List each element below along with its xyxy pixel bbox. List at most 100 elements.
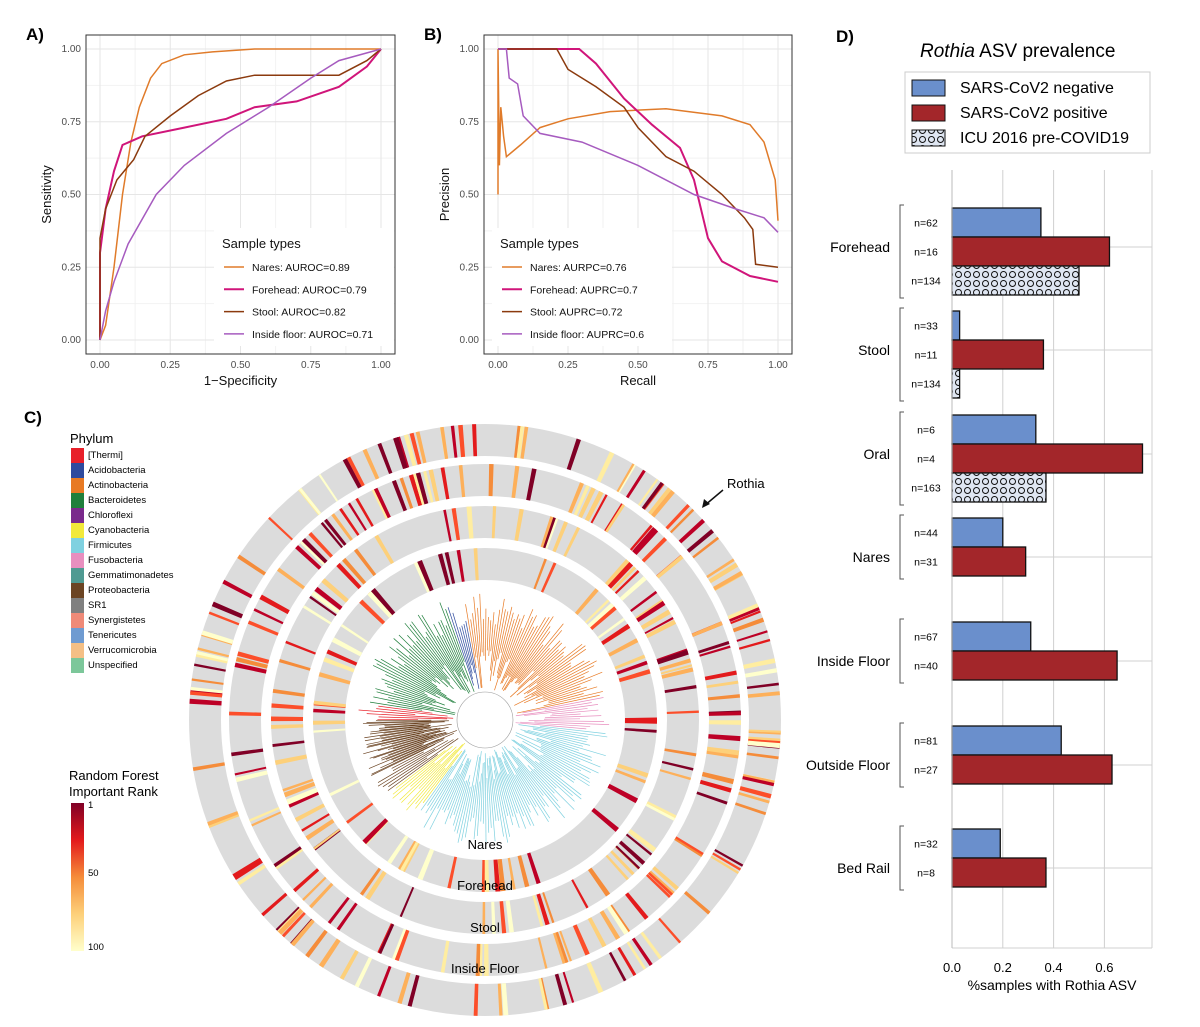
legend-label: Forehead: AUPRC=0.7	[530, 284, 638, 296]
heatmap-stripe	[746, 682, 779, 690]
tree-branch	[482, 762, 485, 824]
x-tick-label: 0.00	[488, 360, 508, 371]
phylum-label: Chloroflexi	[88, 510, 133, 521]
heatmap-stripe	[710, 855, 740, 875]
heatmap-stripe	[587, 602, 615, 628]
phylum-swatch	[71, 493, 84, 508]
heatmap-stripe	[323, 657, 355, 673]
legend-label: Inside floor: AUROC=0.71	[252, 329, 373, 341]
heatmap-stripe	[346, 802, 374, 824]
panel-b-pr-chart: B) 0.00 0.25 0.50 0.75 1.00 0.00 0.25 0.50 0.75 1.…	[424, 25, 793, 388]
tree-branch	[543, 754, 591, 783]
tree-branch	[381, 730, 457, 759]
heatmap-stripe	[706, 558, 735, 579]
heatmap-stripe	[545, 518, 559, 549]
heatmap-stripe	[636, 600, 666, 623]
tree-branch	[524, 676, 585, 704]
tree-branch	[496, 618, 515, 678]
heatmap-stripe	[555, 931, 569, 963]
heatmap-stripe	[313, 720, 346, 725]
heatmap-stripe	[342, 458, 362, 489]
tree-branch	[423, 779, 452, 828]
heatmap-stripe	[625, 892, 649, 920]
phylum-swatch	[71, 658, 84, 673]
heatmap-stripe	[712, 852, 742, 871]
tree-branch	[550, 740, 579, 751]
phylum-label: Firmicutes	[88, 540, 132, 551]
heatmap-stripe	[201, 630, 234, 644]
legend-title: Sample types	[222, 236, 301, 251]
heatmap-stripe	[633, 528, 659, 556]
heatmap-stripe	[301, 813, 330, 832]
heatmap-stripe	[443, 509, 452, 542]
heatmap-stripe	[302, 876, 327, 901]
bar-neg	[951, 725, 1062, 756]
tree-branch	[531, 660, 597, 696]
heatmap-stripe	[387, 835, 409, 864]
tree-branch	[364, 727, 437, 742]
rank-tick: 1	[88, 800, 93, 811]
heatmap-stripe	[659, 769, 692, 781]
tree-branch	[375, 688, 451, 711]
tree-branch	[540, 749, 582, 772]
tree-branch	[407, 635, 448, 679]
tree-branch	[501, 746, 549, 823]
heatmap-stripe	[458, 424, 466, 458]
bar-neg	[951, 621, 1032, 652]
heatmap-stripe	[408, 474, 423, 507]
heatmap-stripe	[286, 787, 318, 803]
tree-branch	[445, 609, 465, 662]
tree-branch	[511, 626, 551, 683]
ring-label: Stool	[470, 920, 500, 935]
heatmap-stripe	[625, 833, 653, 856]
heatmap-stripe	[652, 866, 679, 891]
heatmap-stripe	[526, 468, 537, 501]
heatmap-stripe	[587, 917, 607, 948]
phylum-label: Cyanobacteria	[88, 525, 150, 536]
tree-branch	[388, 738, 459, 787]
heatmap-stripe	[626, 941, 647, 970]
tree-branch	[544, 715, 602, 719]
tree-branch	[381, 678, 436, 701]
tree-branch	[499, 771, 514, 817]
tree-branch	[398, 634, 454, 690]
tree-branch	[376, 663, 436, 695]
heatmap-stripe	[399, 477, 414, 509]
x-tick-label: 0.50	[231, 360, 251, 371]
tree-branch	[489, 609, 501, 682]
tree-branch	[476, 773, 482, 836]
legend-box	[904, 71, 1151, 154]
tree-branch	[449, 759, 472, 819]
heatmap-stripe	[233, 858, 263, 880]
tree-branch	[524, 708, 588, 716]
heatmap-stripe	[706, 680, 739, 689]
heatmap-stripe	[318, 672, 351, 685]
y-tick-label: 1.00	[62, 44, 82, 55]
heatmap-stripe	[747, 691, 780, 698]
heatmap-stripe	[313, 728, 346, 733]
tree-branch	[390, 658, 441, 692]
heatmap-stripe	[288, 792, 320, 808]
tree-branch	[486, 617, 489, 651]
heatmap-stripe	[538, 977, 548, 1010]
rank-legend-title: Important Rank	[69, 784, 158, 799]
tree-branch	[534, 721, 610, 726]
heatmap-stripe	[614, 654, 646, 670]
heatmap-stripe	[400, 841, 419, 872]
heatmap-stripe	[493, 859, 501, 892]
tree-branch	[520, 743, 576, 781]
tree-branch	[430, 779, 450, 811]
tree-branch	[508, 750, 544, 796]
heatmap-stripe	[440, 426, 449, 460]
heatmap-stripe	[313, 828, 341, 850]
tree-branch	[473, 751, 482, 818]
tree-branch	[388, 697, 456, 714]
tree-branch	[415, 767, 446, 805]
heatmap-stripe	[268, 516, 293, 541]
category-label: Forehead	[830, 239, 890, 255]
heatmap-stripe	[277, 908, 304, 935]
heatmap-stripe	[190, 691, 223, 698]
tree-branch	[508, 626, 535, 676]
rothia-arrowhead	[702, 499, 710, 508]
heatmap-stripe	[640, 609, 671, 630]
